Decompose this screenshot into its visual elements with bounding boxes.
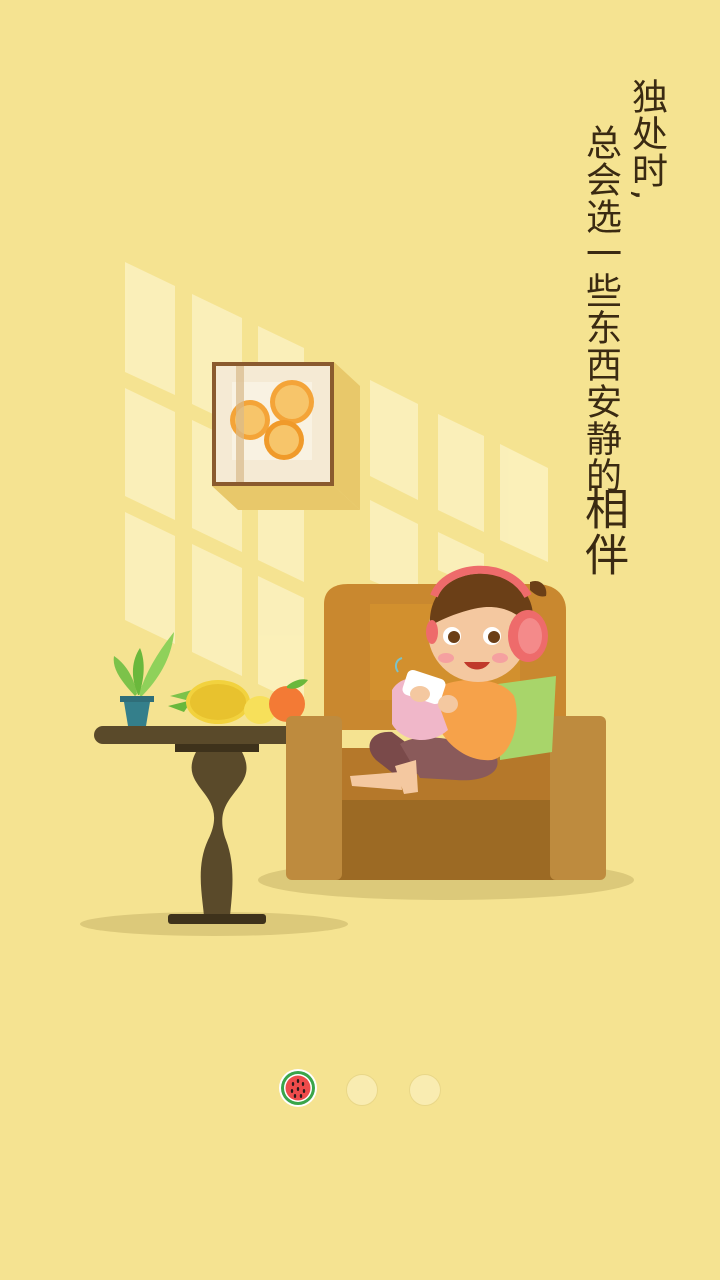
caption-line-2: 总会选一些东西安静的 (580, 124, 621, 494)
potted-plant (113, 632, 174, 726)
wall-picture (212, 362, 360, 510)
caption-line-1: 独处时, (626, 78, 667, 202)
page-dot-1[interactable] (278, 1068, 318, 1108)
page-dot-2[interactable] (346, 1074, 378, 1106)
page-dot-3[interactable] (409, 1074, 441, 1106)
watermelon-icon (279, 1069, 317, 1107)
page-indicator (276, 1068, 446, 1112)
window-light (125, 262, 548, 706)
fruits (168, 679, 308, 724)
side-table (94, 726, 338, 924)
girl-with-headphones (350, 565, 548, 794)
caption-emphasis: 相伴 (577, 486, 628, 578)
